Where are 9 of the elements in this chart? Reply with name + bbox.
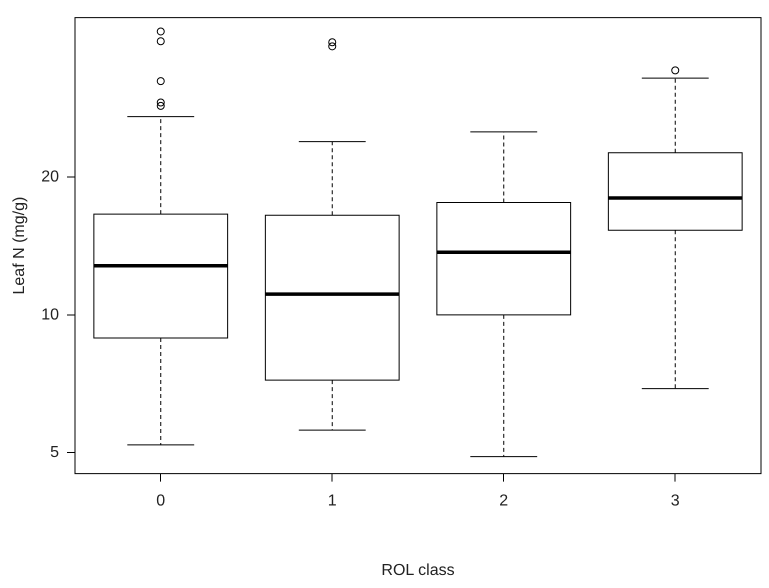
y-axis-title: Leaf N (mg/g): [11, 196, 28, 295]
x-tick-label: 2: [499, 492, 508, 510]
y-tick-label: 5: [50, 444, 60, 462]
x-tick-label: 1: [328, 492, 337, 510]
y-tick-label: 20: [41, 168, 60, 186]
x-tick-label: 0: [156, 492, 166, 510]
x-axis-title: ROL class: [381, 562, 455, 579]
y-tick-label: 10: [41, 306, 60, 324]
x-tick-label: 3: [670, 492, 680, 510]
